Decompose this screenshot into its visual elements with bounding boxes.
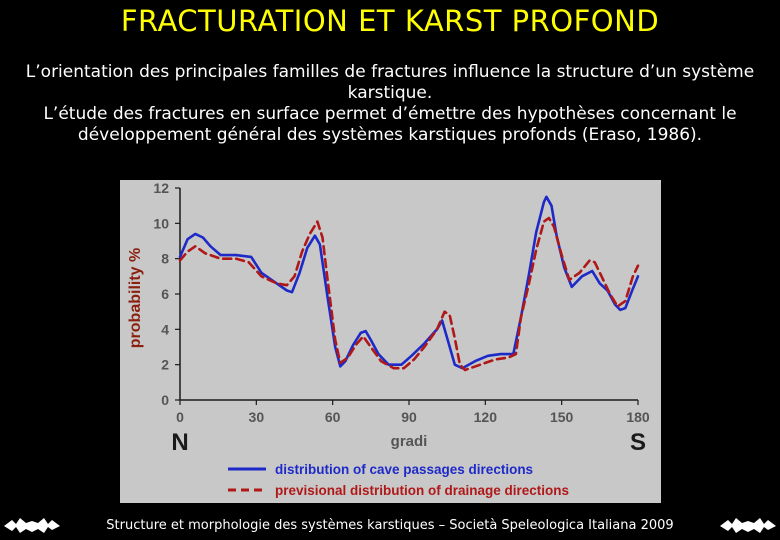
legend-label-drainage: previsional distribution of drainage dir… [275,483,569,498]
y-tick-label: 8 [161,251,169,267]
x-tick-label: 120 [474,409,498,425]
body-paragraph-1: L’orientation des principales familles d… [25,62,755,103]
bat-logo-icon [4,518,60,533]
series-line-1 [178,216,640,372]
chart-series [178,195,640,372]
y-tick-label: 4 [161,321,169,337]
x-axis-label: gradi [391,433,428,450]
x-tick-label: 180 [626,409,650,425]
footer-citation: Structure et morphologie des systèmes ka… [106,518,674,533]
chart-panel: 0 2 4 6 8 10 12 0 30 60 90 120 150 180 probability % … [120,180,661,503]
y-tick-label: 0 [161,392,169,408]
south-label: S [630,429,646,456]
slide-body: L’orientation des principales familles d… [14,62,766,146]
y-tick-label: 12 [153,180,169,196]
x-tick-label: 0 [176,409,184,425]
chart-legend: distribution of cave passages directions… [228,462,569,498]
body-paragraph-2: L’étude des fractures en surface permet … [43,104,737,145]
y-tick-label: 6 [161,286,169,302]
north-label: N [171,429,188,456]
series-line-0 [178,195,640,370]
y-axis-label: probability % [127,248,144,348]
x-tick-label: 60 [325,409,341,425]
x-tick-label: 30 [249,409,265,425]
y-tick-label: 2 [161,357,169,373]
x-tick-label: 90 [401,409,417,425]
bat-logo-icon [720,518,776,533]
y-tick-label: 10 [153,215,169,231]
slide-title: FRACTURATION ET KARST PROFOND [120,4,660,38]
x-tick-label: 150 [550,409,574,425]
legend-label-cave-passages: distribution of cave passages directions [275,462,533,477]
